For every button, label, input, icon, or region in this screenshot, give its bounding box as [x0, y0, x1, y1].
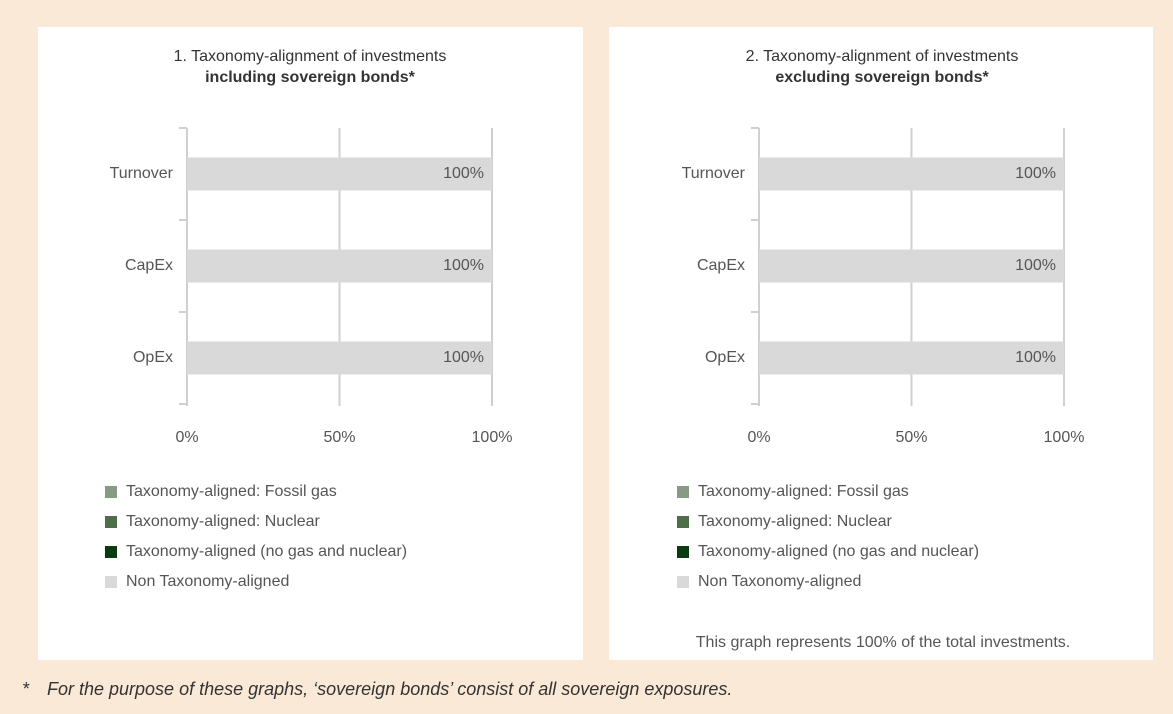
chart-subtitle: excluding sovereign bonds*	[775, 69, 989, 86]
chart-title: 1. Taxonomy-alignment of investments	[174, 48, 447, 65]
value-label: 100%	[443, 257, 484, 274]
legend-swatch	[105, 576, 117, 588]
x-tick-label: 0%	[175, 429, 198, 446]
x-tick-label: 100%	[1044, 429, 1085, 446]
legend-label: Taxonomy-aligned: Nuclear	[698, 513, 893, 530]
footnote-marker: *	[22, 679, 30, 699]
chart-title: 2. Taxonomy-alignment of investments	[746, 48, 1019, 65]
footnote: For the purpose of these graphs, ‘sovere…	[47, 679, 732, 699]
y-tick-label: OpEx	[133, 349, 173, 366]
legend-label: Taxonomy-aligned: Nuclear	[126, 513, 321, 530]
bar-segment	[187, 157, 492, 191]
legend-label: Taxonomy-aligned: Fossil gas	[126, 483, 337, 500]
legend-swatch	[677, 486, 689, 498]
legend-label: Taxonomy-aligned (no gas and nuclear)	[126, 543, 407, 560]
note: This graph represents 100% of the total …	[696, 634, 1070, 651]
legend-label: Non Taxonomy-aligned	[698, 573, 861, 590]
legend-swatch	[105, 546, 117, 558]
x-tick-label: 0%	[747, 429, 770, 446]
value-label: 100%	[1015, 349, 1056, 366]
value-label: 100%	[1015, 257, 1056, 274]
value-label: 100%	[1015, 165, 1056, 182]
bar-segment	[759, 157, 1064, 191]
bar-segment	[759, 341, 1064, 375]
bar-segment	[187, 341, 492, 375]
y-tick-label: Turnover	[682, 165, 746, 182]
legend-swatch	[677, 546, 689, 558]
legend-swatch	[105, 516, 117, 528]
legend-label: Taxonomy-aligned: Fossil gas	[698, 483, 909, 500]
chart-subtitle: including sovereign bonds*	[205, 69, 416, 86]
x-tick-label: 50%	[895, 429, 927, 446]
value-label: 100%	[443, 165, 484, 182]
y-tick-label: CapEx	[125, 257, 173, 274]
legend-swatch	[677, 516, 689, 528]
y-tick-label: OpEx	[705, 349, 745, 366]
x-tick-label: 50%	[323, 429, 355, 446]
y-tick-label: CapEx	[697, 257, 745, 274]
bar-segment	[759, 249, 1064, 283]
legend-label: Non Taxonomy-aligned	[126, 573, 289, 590]
x-tick-label: 100%	[472, 429, 513, 446]
legend-swatch	[677, 576, 689, 588]
legend-label: Taxonomy-aligned (no gas and nuclear)	[698, 543, 979, 560]
y-tick-label: Turnover	[110, 165, 174, 182]
bar-segment	[187, 249, 492, 283]
value-label: 100%	[443, 349, 484, 366]
legend-swatch	[105, 486, 117, 498]
